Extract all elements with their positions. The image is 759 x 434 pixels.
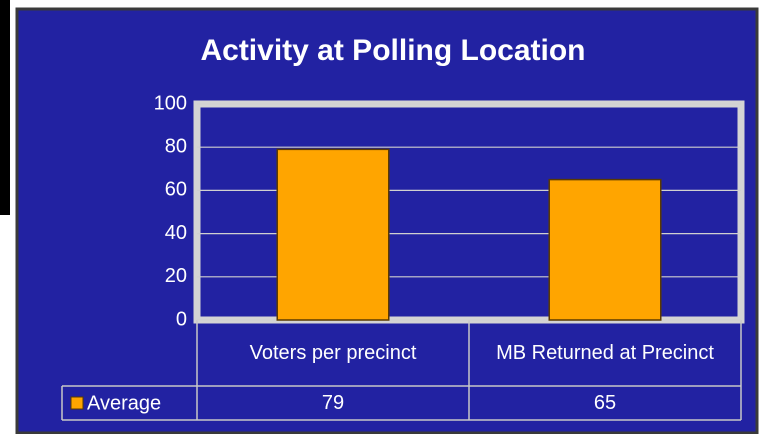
y-tick-label: 40 xyxy=(165,222,187,244)
x-tick-label: Voters per precinct xyxy=(249,341,417,364)
bar xyxy=(548,178,662,321)
y-tick-label: 80 xyxy=(165,135,187,157)
legend-label: Average xyxy=(87,392,161,414)
y-tick-label: 0 xyxy=(176,308,187,330)
table-value: 65 xyxy=(593,392,617,414)
table-value: 79 xyxy=(321,392,345,414)
x-tick-label: MB Returned at Precinct xyxy=(496,341,714,364)
chart-title: Activity at Polling Location xyxy=(200,34,585,67)
y-tick-label: 60 xyxy=(165,179,187,201)
y-tick-label: 100 xyxy=(154,92,187,114)
table-lines xyxy=(61,320,742,421)
bar xyxy=(276,148,390,321)
side-bar xyxy=(0,0,10,215)
legend-swatch xyxy=(70,396,84,410)
y-tick-label: 20 xyxy=(165,265,187,287)
